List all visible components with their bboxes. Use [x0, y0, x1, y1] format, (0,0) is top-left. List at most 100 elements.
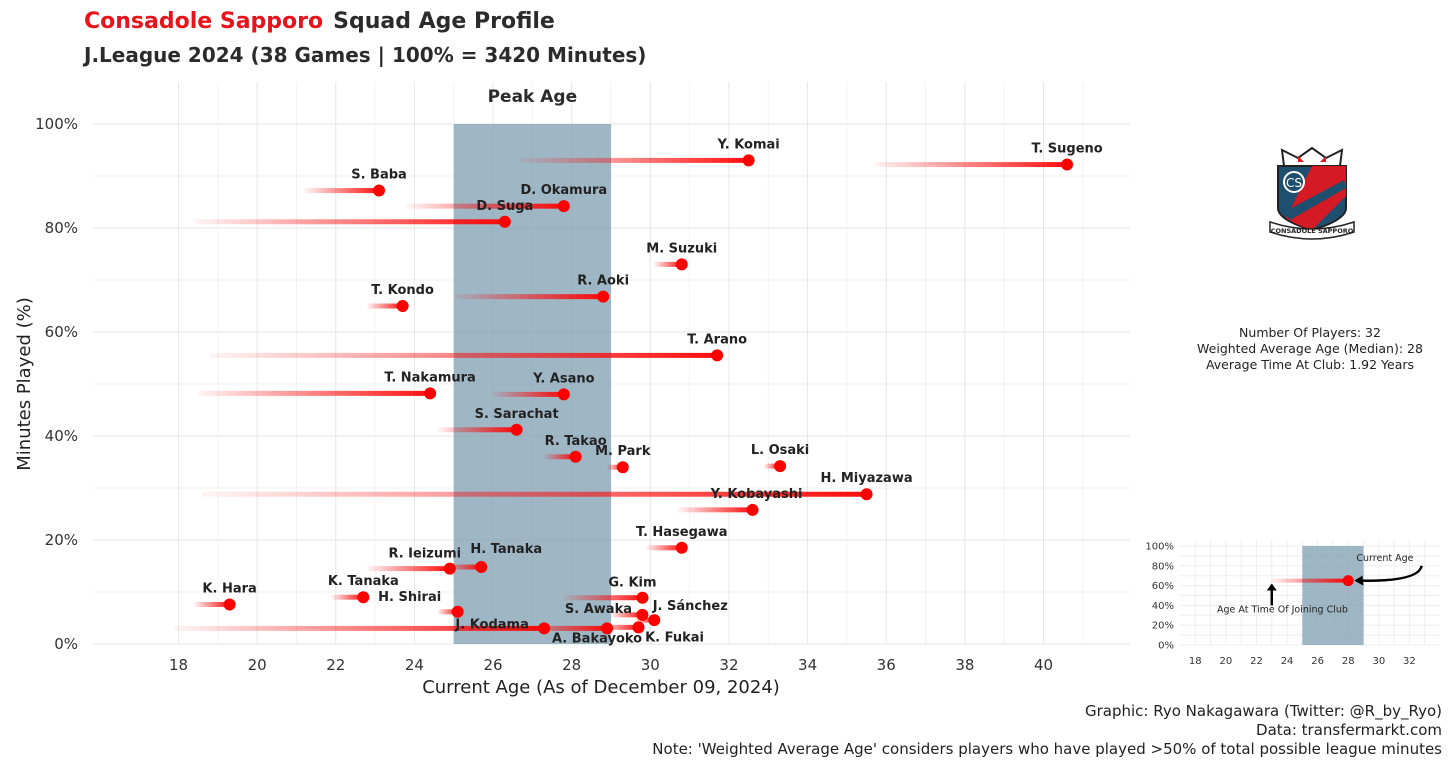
inset-x-tick-label: 32 — [1403, 656, 1416, 667]
player-label: G. Kim — [608, 576, 656, 591]
player-label: S. Baba — [351, 168, 407, 183]
chart-title: Consadole Sapporo Squad Age Profile — [84, 9, 555, 34]
num-players: Number Of Players: 32 — [1239, 325, 1381, 340]
player-label: D. Okamura — [520, 183, 607, 198]
inset-y-tick-label: 20% — [1152, 621, 1174, 632]
tenure-trails — [174, 157, 1068, 631]
player-label: Y. Asano — [532, 371, 595, 386]
player-point — [424, 387, 437, 400]
tenure-trail — [367, 303, 403, 309]
inset-trail — [1271, 578, 1349, 583]
player-label: J. Kodama — [454, 617, 528, 632]
player-point — [774, 460, 787, 473]
x-tick-label: 22 — [326, 656, 345, 674]
player-point — [569, 450, 582, 463]
player-label: R. Takao — [545, 434, 607, 449]
tenure-trail — [544, 454, 576, 460]
tenure-trail — [406, 203, 564, 209]
y-tick-label: 0% — [54, 635, 78, 653]
player-label: S. Awaka — [565, 602, 632, 617]
x-tick-label: 26 — [483, 656, 502, 674]
inset-x-tick-label: 28 — [1342, 656, 1355, 667]
player-label: H. Shirai — [378, 590, 441, 605]
credit-note: Note: 'Weighted Average Age' considers p… — [652, 740, 1442, 758]
tenure-trail — [677, 507, 753, 513]
player-label: H. Tanaka — [470, 542, 542, 557]
credit-graphic: Graphic: Ryo Nakagawara (Twitter: @R_by_… — [1084, 702, 1442, 720]
tenure-trail — [304, 188, 380, 194]
player-label: D. Suga — [476, 199, 533, 214]
inset-x-tick-label: 24 — [1281, 656, 1294, 667]
inset-x-tick-label: 18 — [1189, 656, 1202, 667]
tenure-trail — [607, 464, 623, 470]
squad-stats: Number Of Players: 32 Weighted Average A… — [1160, 325, 1456, 373]
player-point — [675, 258, 688, 271]
player-label: M. Park — [595, 444, 651, 459]
inset-x-tick-label: 26 — [1311, 656, 1324, 667]
inset-y-tick-label: 60% — [1152, 581, 1174, 592]
player-point — [636, 608, 649, 621]
tenure-trail — [438, 427, 517, 433]
tenure-trail — [874, 162, 1068, 168]
player-point — [616, 461, 629, 474]
player-label: Y. Kobayashi — [710, 487, 803, 502]
player-point — [443, 562, 456, 575]
inset-current-age-arrow — [1360, 565, 1423, 582]
club-crest-logo: CS CONSADOLE SAPPORO — [1269, 146, 1355, 240]
x-tick-label: 28 — [562, 656, 581, 674]
chart-subtitle: J.League 2024 (38 Games | 100% = 3420 Mi… — [84, 43, 647, 67]
player-point — [557, 388, 570, 401]
tenure-trail — [611, 612, 643, 618]
inset-x-tick-label: 30 — [1372, 656, 1385, 667]
player-point — [223, 598, 236, 611]
player-point — [1061, 158, 1074, 171]
average-time-at-club: Average Time At Club: 1.92 Years — [1205, 357, 1415, 372]
y-tick-label: 60% — [45, 323, 78, 341]
player-label: S. Sarachat — [475, 407, 559, 422]
player-point — [451, 605, 464, 618]
player-label: R. Ieizumi — [388, 547, 461, 562]
player-point — [538, 622, 551, 635]
title-text: Squad Age Profile — [333, 9, 555, 34]
peak-age-rect — [453, 124, 611, 644]
inset-current-age-label: Current Age — [1356, 553, 1413, 564]
x-tick-label: 32 — [719, 656, 738, 674]
tenure-trail — [209, 352, 718, 358]
tenure-trail — [654, 261, 682, 267]
player-point — [597, 290, 610, 303]
inset-y-tick-label: 0% — [1158, 641, 1174, 652]
tenure-trail — [520, 157, 749, 163]
player-point — [632, 621, 645, 634]
tenure-trail — [599, 624, 639, 630]
player-point — [557, 200, 570, 213]
tenure-trail — [198, 390, 431, 396]
inset-y-tick-label: 40% — [1152, 601, 1174, 612]
credits: Graphic: Ryo Nakagawara (Twitter: @R_by_… — [652, 702, 1442, 759]
inset-peak-band — [1302, 546, 1364, 645]
x-tick-label: 18 — [169, 656, 188, 674]
player-label: K. Fukai — [645, 630, 704, 645]
x-tick-label: 36 — [877, 656, 896, 674]
player-label: A. Bakayoko — [552, 631, 642, 646]
y-tick-label: 80% — [45, 219, 78, 237]
player-point — [742, 154, 755, 167]
player-point — [357, 591, 370, 604]
player-point — [860, 488, 873, 501]
logo-wordmark: CONSADOLE SAPPORO — [1271, 227, 1354, 235]
player-label: R. Aoki — [577, 274, 629, 289]
x-axis-title: Current Age (As of December 09, 2024) — [422, 677, 780, 698]
player-point — [636, 591, 649, 604]
tenure-trail — [516, 625, 608, 631]
tenure-trail — [493, 391, 564, 397]
x-tick-label: 24 — [405, 656, 424, 674]
player-point — [648, 614, 661, 627]
weighted-average-age: Weighted Average Age (Median): 28 — [1197, 341, 1423, 356]
x-tick-label: 38 — [955, 656, 974, 674]
inset-y-tick-label: 80% — [1152, 561, 1174, 572]
player-label: J. Sánchez — [652, 599, 728, 614]
y-tick-label: 100% — [35, 115, 78, 133]
player-points — [223, 154, 1074, 635]
tenure-trail — [331, 594, 364, 600]
y-tick-label: 40% — [45, 427, 78, 445]
player-label: K. Tanaka — [328, 574, 399, 589]
